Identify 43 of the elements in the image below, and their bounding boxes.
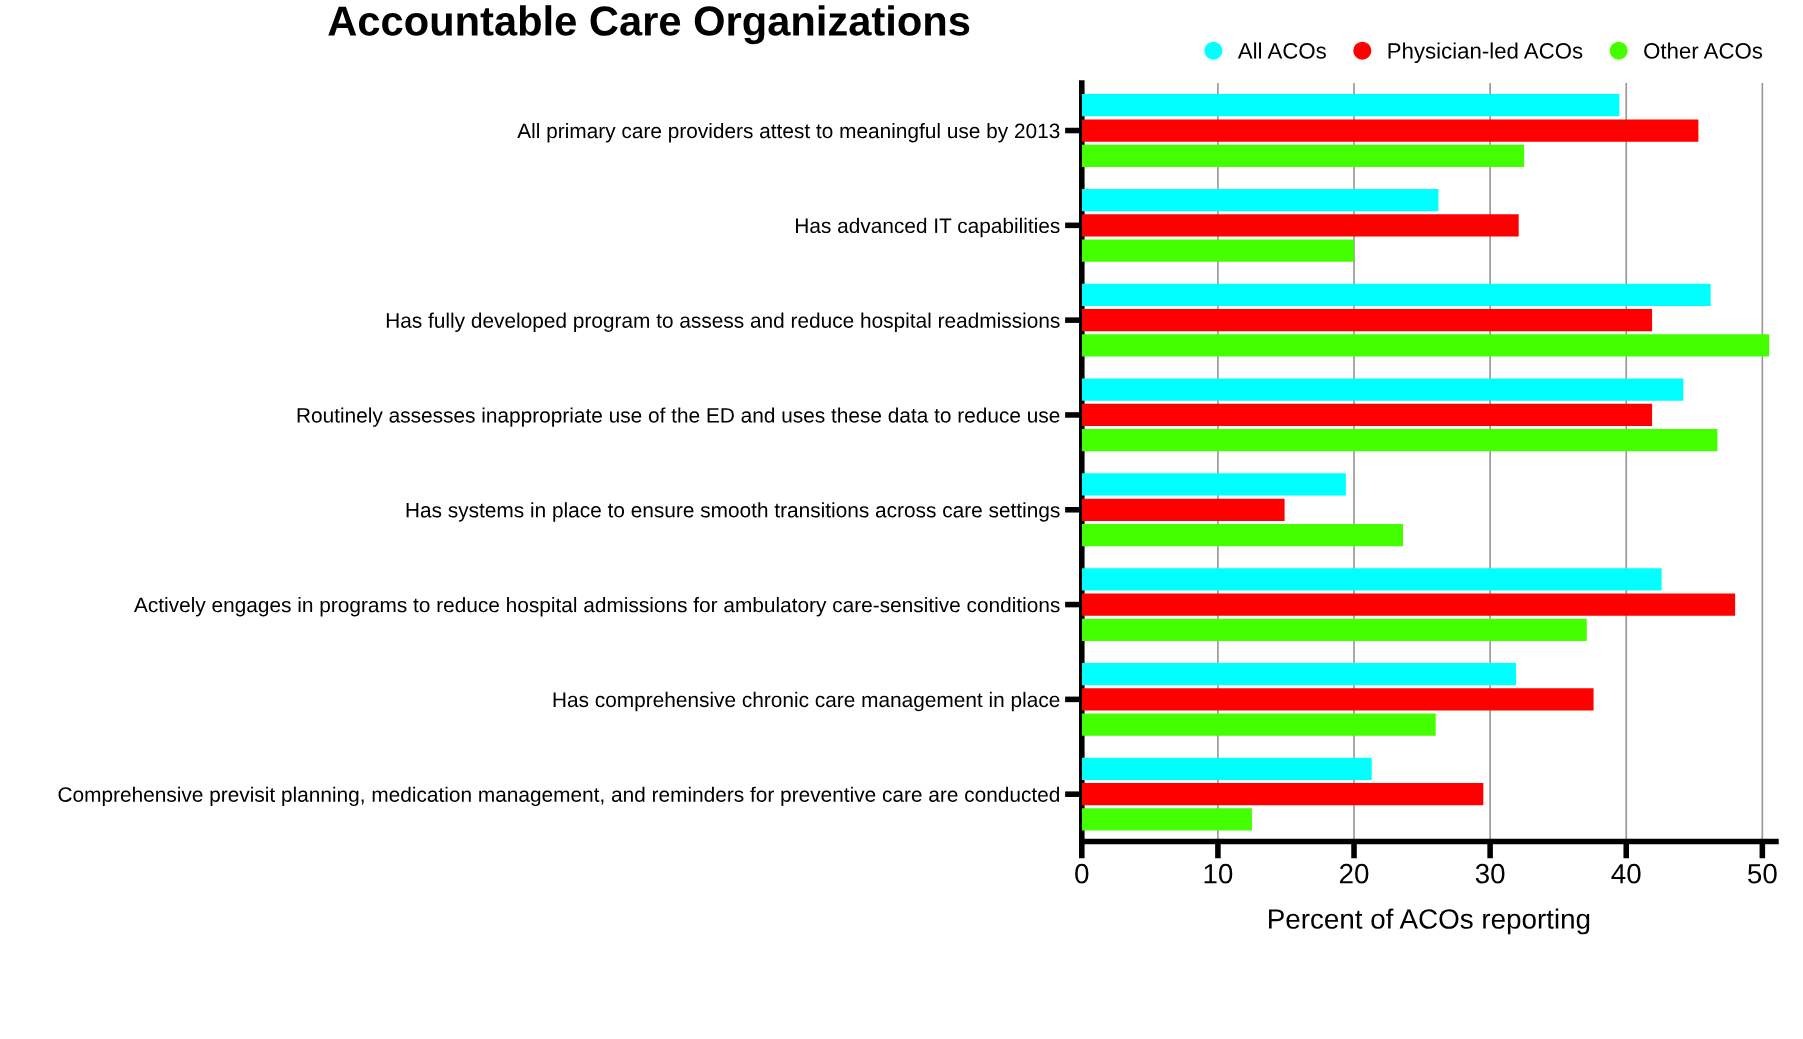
x-tick-label: 10 <box>1204 863 1233 884</box>
bar <box>1081 239 1355 262</box>
legend-label: All ACOs <box>1237 42 1326 59</box>
bar <box>1081 473 1346 496</box>
x-tick-label: 20 <box>1339 863 1369 884</box>
bar <box>1081 334 1770 357</box>
bar <box>1081 94 1620 117</box>
y-tick-label: Comprehensive previsit planning, medication management, and reminders for preventive care are conducted <box>58 786 1060 807</box>
legend-label: Other ACOs <box>1644 42 1763 59</box>
bar <box>1081 283 1711 306</box>
bar <box>1081 498 1285 521</box>
bar <box>1081 378 1684 401</box>
bar <box>1081 309 1653 332</box>
bar <box>1081 593 1736 616</box>
y-tick-label: Actively engages in programs to reduce hospital admissions for ambulatory care-sensitive conditions <box>133 597 1060 617</box>
y-tick-label: All primary care providers attest to meaningful use by 2013 <box>517 122 1060 143</box>
x-tick-label: 40 <box>1611 863 1641 884</box>
bar <box>1081 523 1404 547</box>
bar <box>1081 214 1519 237</box>
bar <box>1081 713 1436 736</box>
text: Accountable Care Organizations <box>328 5 970 45</box>
y-tick-label: Has comprehensive chronic care management in place <box>553 691 1060 712</box>
bar <box>1081 568 1662 591</box>
x-tick-label: 30 <box>1475 863 1505 884</box>
bar <box>1081 808 1252 831</box>
x-axis-title: Percent of ACOs reporting <box>1269 908 1590 935</box>
legend-label: Physician-led ACOs <box>1388 42 1583 64</box>
y-tick-label: Routinely assesses inappropriate use of the ED and uses these data to reduce use <box>297 407 1060 427</box>
bar <box>1081 188 1439 212</box>
x-tick-label: 0 <box>1075 863 1089 884</box>
bar <box>1081 144 1525 167</box>
y-tick-label: Has fully developed program to assess and reduce hospital readmissions <box>386 312 1060 333</box>
x-tick-label: 50 <box>1748 863 1777 884</box>
bar <box>1081 783 1484 806</box>
bar <box>1081 688 1594 711</box>
bar <box>1081 618 1587 641</box>
bar <box>1081 119 1699 142</box>
y-tick-label: Has systems in place to ensure smooth transitions across care settings <box>406 502 1060 522</box>
bar <box>1081 429 1718 452</box>
y-tick-label: Has advanced IT capabilities <box>796 217 1060 238</box>
bar <box>1081 662 1516 686</box>
bar <box>1081 403 1653 427</box>
bar <box>1081 757 1372 781</box>
